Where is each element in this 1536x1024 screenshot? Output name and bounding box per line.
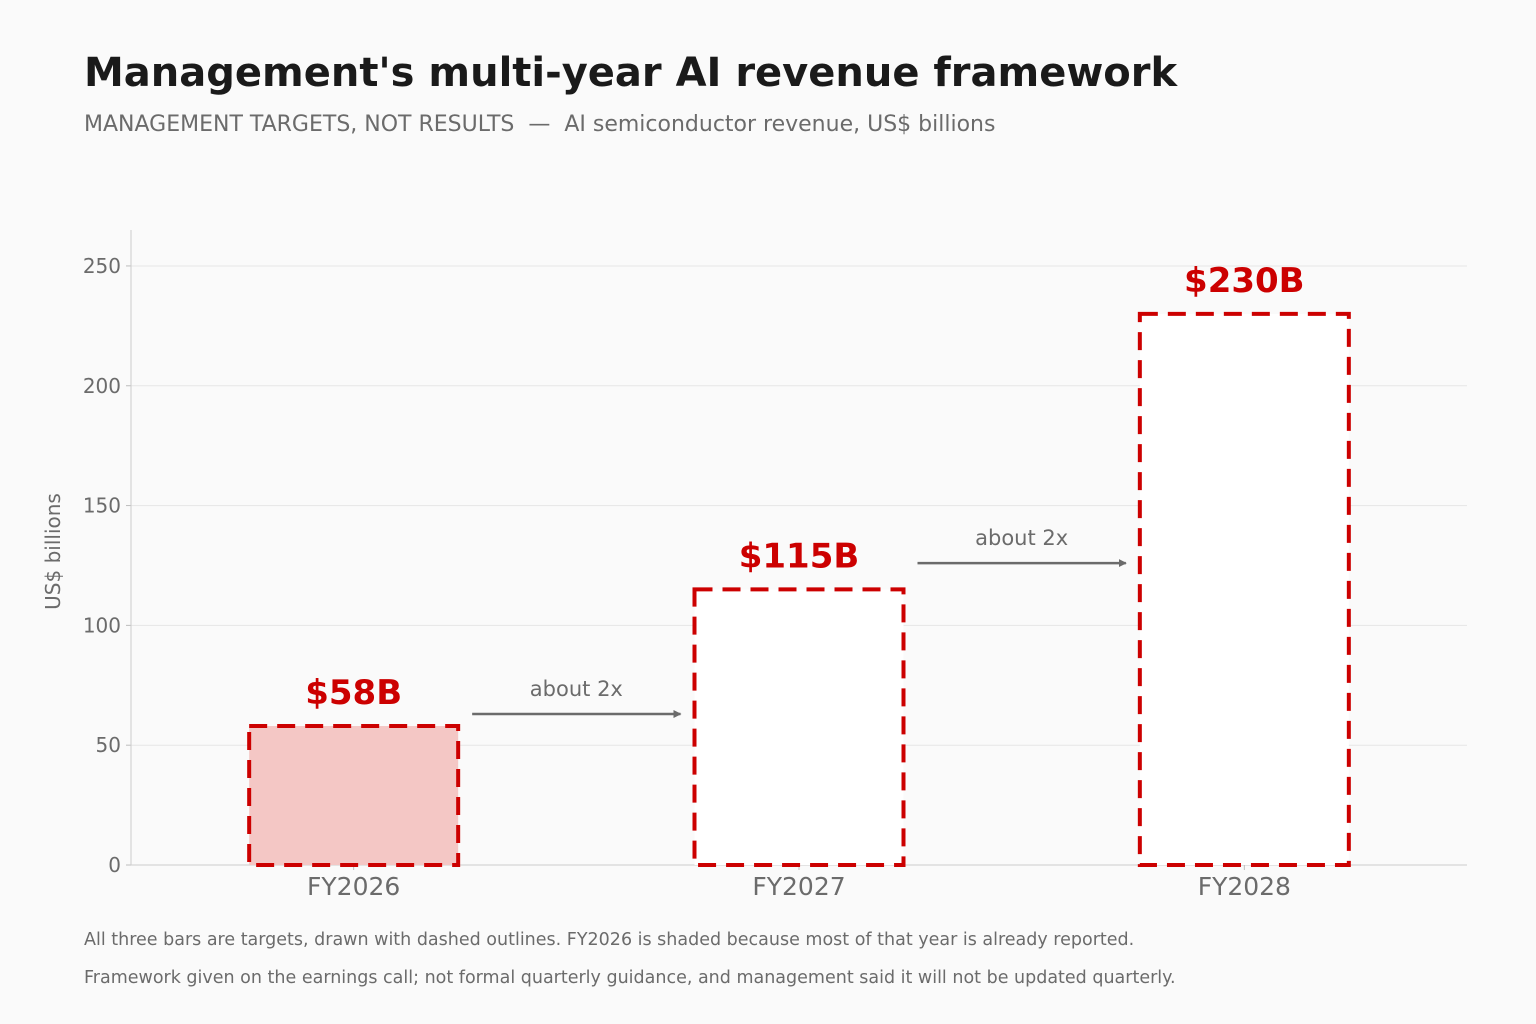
bar-layer <box>247 311 1351 867</box>
data-label-fy2028: $230B <box>1184 261 1305 301</box>
bar-fy2028 <box>1137 311 1351 867</box>
growth-annotation-label: about 2x <box>975 526 1068 550</box>
x-tick-label: FY2026 <box>307 872 400 901</box>
y-tick-label: 0 <box>108 853 121 877</box>
y-tick-label: 50 <box>96 733 121 757</box>
data-label-fy2026: $58B <box>305 673 402 713</box>
growth-annotation-label: about 2x <box>530 677 623 701</box>
chart-subtitle: MANAGEMENT TARGETS, NOT RESULTS — AI sem… <box>84 112 996 137</box>
y-tick-label: 200 <box>83 374 121 398</box>
data-label-fy2027: $115B <box>739 536 860 576</box>
footnote-2: Framework given on the earnings call; no… <box>84 968 1176 988</box>
y-tick-label: 250 <box>83 254 121 278</box>
x-tick-label: FY2027 <box>752 872 845 901</box>
label-layer: $58B $115B $230B <box>305 261 1304 713</box>
chart-title: Management's multi-year AI revenue frame… <box>84 50 1178 96</box>
bar-fy2027 <box>692 587 906 867</box>
y-tick-label: 150 <box>83 494 121 518</box>
x-tick-label: FY2028 <box>1198 872 1291 901</box>
bar-fy2026 <box>247 724 461 867</box>
y-tick-label: 100 <box>83 613 121 637</box>
annotation-layer: about 2x about 2x <box>472 526 1127 719</box>
y-axis-label: US$ billions <box>41 493 65 610</box>
footnote-1: All three bars are targets, drawn with d… <box>84 930 1135 950</box>
